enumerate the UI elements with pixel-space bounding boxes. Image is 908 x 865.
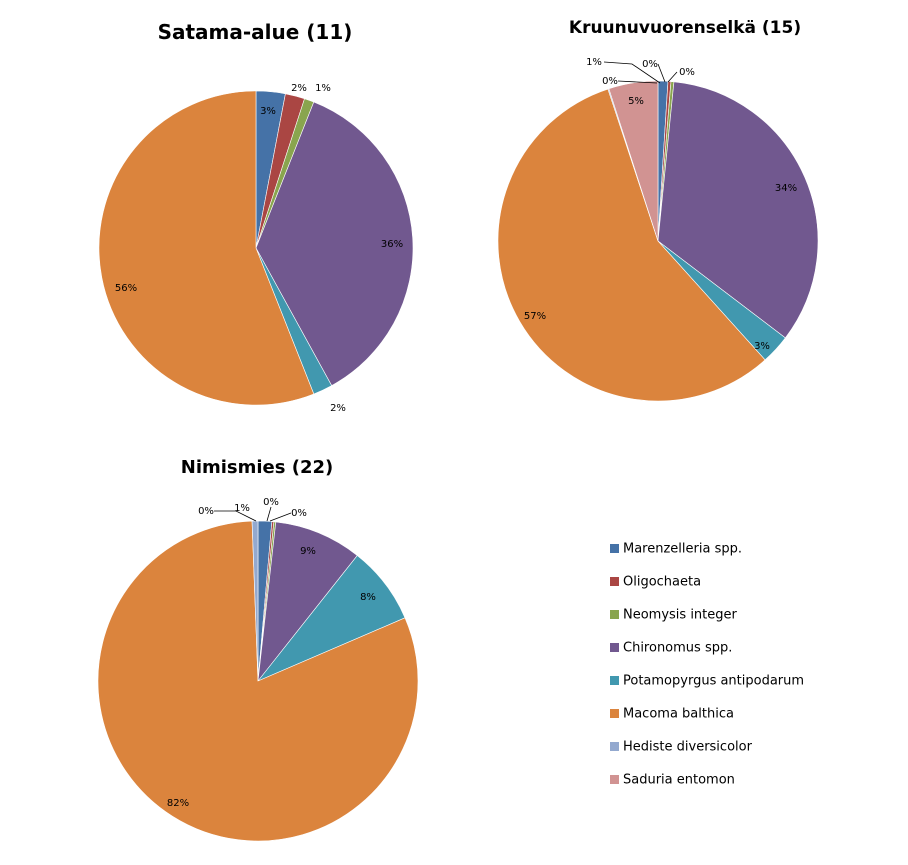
legend-swatch (610, 643, 619, 652)
legend-label: Oligochaeta (623, 575, 701, 590)
data-label: 0% (642, 59, 658, 70)
pie-slice (255, 101, 414, 386)
data-label: 1% (315, 83, 331, 94)
data-label: 0% (602, 76, 618, 87)
data-label: 56% (115, 283, 137, 294)
data-label: 2% (291, 83, 307, 94)
data-label: 0% (291, 508, 307, 519)
pie-chart-kruunuvuorenselka: Kruunuvuorenselkä (15) 1% 0%0%34%3%57%0%5… (497, 18, 819, 402)
leader-line (617, 80, 658, 84)
chart-title-satama-alue: Satama-alue (11) (158, 20, 353, 44)
data-label: 0% (263, 497, 279, 508)
leader-line (657, 63, 666, 83)
leader-line (214, 510, 257, 522)
pie-slice (98, 90, 315, 406)
legend-swatch (610, 775, 619, 784)
data-label: 8% (360, 592, 376, 603)
pie-slice (257, 521, 358, 683)
legend-swatch (610, 709, 619, 718)
leader-line (667, 71, 678, 83)
legend-swatch (610, 610, 619, 619)
legend-label: Neomysis integer (623, 608, 738, 623)
data-label: 5% (628, 96, 644, 107)
legend-label: Marenzelleria spp. (623, 542, 742, 557)
leader-line (266, 506, 272, 522)
legend-swatch (610, 577, 619, 586)
legend-swatch (610, 676, 619, 685)
legend-swatch (610, 742, 619, 751)
data-label: 57% (524, 311, 546, 322)
data-label: 36% (381, 239, 403, 250)
pie-chart-nimismies: Nimismies (22) 1% 0% 0% 9% 8% 82% 0% (97, 457, 419, 842)
data-label: 2% (330, 403, 346, 414)
data-label: 3% (754, 341, 770, 352)
legend: Marenzelleria spp. Oligochaeta Neomysis in… (610, 542, 804, 788)
legend-swatch (610, 544, 619, 553)
pie-slice (97, 520, 419, 842)
data-label: 1% (586, 57, 602, 68)
pie-slice (251, 520, 259, 682)
legend-label: Hediste diversicolor (623, 740, 753, 755)
chart-title-nimismies: Nimismies (22) (181, 457, 334, 478)
data-label: 9% (300, 546, 316, 557)
data-label: 0% (679, 67, 695, 78)
legend-label: Macoma balthica (623, 707, 734, 722)
legend-label: Chironomus spp. (623, 641, 732, 656)
data-label: 1% (234, 503, 250, 514)
pie-slice (497, 88, 766, 402)
data-label: 0% (198, 506, 214, 517)
data-label: 82% (167, 798, 189, 809)
leader-line (269, 512, 292, 522)
pie-slice (608, 80, 659, 242)
chart-title-kruunuvuorenselka: Kruunuvuorenselkä (15) (569, 18, 801, 38)
pie-slice (657, 81, 819, 339)
pie-chart-satama-alue: Satama-alue (11) 3% 2% 1% 36% 2% 56% (98, 20, 414, 414)
data-label: 3% (260, 106, 276, 117)
legend-label: Saduria entomon (623, 773, 735, 788)
legend-label: Potamopyrgus antipodarum (623, 674, 804, 689)
leader-line (603, 61, 661, 84)
data-label: 34% (775, 183, 797, 194)
